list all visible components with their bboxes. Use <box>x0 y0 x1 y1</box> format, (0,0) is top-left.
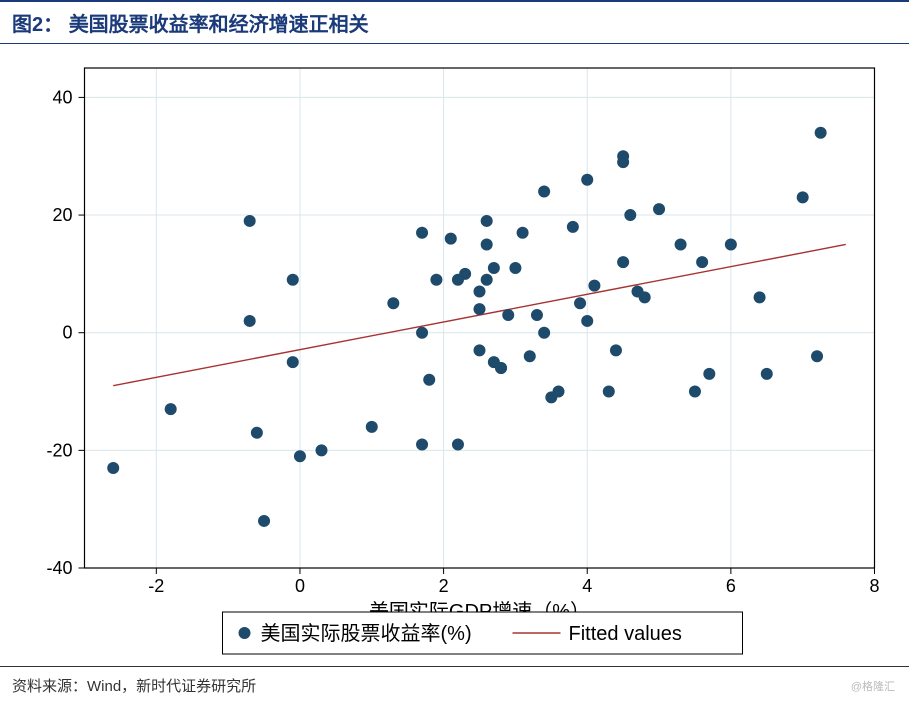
svg-text:-40: -40 <box>46 558 72 578</box>
svg-text:0: 0 <box>295 576 305 596</box>
watermark-text: @格隆汇 <box>851 678 895 694</box>
svg-text:20: 20 <box>52 205 72 225</box>
figure-title-text: 美国股票收益率和经济增速正相关 <box>69 14 369 36</box>
title-bar: 图2： 美国股票收益率和经济增速正相关 <box>0 0 909 44</box>
svg-text:-20: -20 <box>46 440 72 460</box>
svg-text:美国实际股票收益率(%): 美国实际股票收益率(%) <box>261 622 472 645</box>
scatter-chart: -40-2002040-202468美国实际GDP增速（%）美国实际股票收益率(… <box>12 52 897 662</box>
svg-text:4: 4 <box>582 576 592 596</box>
svg-text:2: 2 <box>439 576 449 596</box>
svg-text:-2: -2 <box>148 576 164 596</box>
svg-text:40: 40 <box>52 87 72 107</box>
svg-text:6: 6 <box>726 576 736 596</box>
figure-container: 图2： 美国股票收益率和经济增速正相关 -40-2002040-202468美国… <box>0 0 909 700</box>
svg-text:Fitted values: Fitted values <box>569 623 682 645</box>
chart-area: -40-2002040-202468美国实际GDP增速（%）美国实际股票收益率(… <box>0 44 909 666</box>
figure-label: 图2： <box>12 14 63 36</box>
footer-bar: 资料来源：Wind，新时代证券研究所 @格隆汇 <box>0 666 909 700</box>
source-text: 资料来源：Wind，新时代证券研究所 <box>12 678 256 695</box>
figure-title: 图2： 美国股票收益率和经济增速正相关 <box>12 14 369 36</box>
svg-text:0: 0 <box>62 323 72 343</box>
svg-text:8: 8 <box>869 576 879 596</box>
